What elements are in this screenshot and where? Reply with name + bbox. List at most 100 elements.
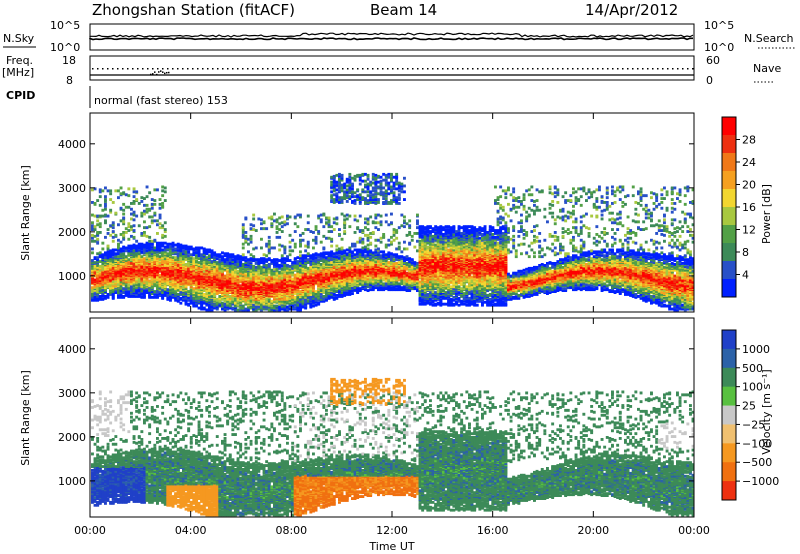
echo-cell	[345, 293, 349, 296]
echo-cell	[301, 301, 305, 305]
echo-cell	[158, 290, 162, 293]
echo-cell	[340, 255, 344, 259]
echo-cell	[299, 242, 302, 246]
echo-cell	[122, 271, 126, 275]
nave-dot	[307, 68, 309, 70]
nave-dot	[547, 68, 549, 70]
echo-cell	[93, 278, 97, 282]
echo-cell	[270, 262, 274, 265]
echo-cell	[330, 284, 334, 288]
echo-cell	[280, 307, 284, 311]
echo-cell	[104, 195, 107, 199]
echo-cell	[252, 294, 256, 297]
echo-cell	[361, 246, 365, 250]
echo-cell	[364, 248, 367, 252]
echo-cell	[143, 272, 146, 276]
echo-cell	[127, 249, 131, 253]
echo-cell	[226, 285, 230, 289]
echo-cell	[171, 249, 175, 253]
nave-dot	[607, 68, 609, 70]
echo-cell	[288, 288, 292, 292]
echo-cell	[270, 272, 274, 276]
echo-cell	[158, 292, 162, 295]
echo-cell	[283, 257, 287, 261]
echo-cell	[174, 243, 178, 247]
echo-cell	[119, 282, 123, 286]
echo-cell	[244, 307, 248, 311]
echo-cell	[143, 226, 146, 230]
echo-cell	[145, 226, 149, 230]
echo-cell	[163, 234, 167, 238]
nave-dot	[117, 68, 119, 70]
echo-cell	[143, 295, 146, 299]
echo-cell	[140, 255, 144, 259]
echo-cell	[364, 183, 367, 187]
echo-cell	[348, 225, 352, 229]
echo-cell	[106, 228, 110, 231]
echo-cell	[184, 287, 188, 291]
echo-cell	[330, 237, 334, 241]
echo-cell	[244, 287, 248, 291]
echo-cell	[132, 284, 136, 288]
echo-cell	[122, 233, 126, 237]
echo-cell	[327, 223, 331, 227]
echo-cell	[273, 260, 276, 263]
nsky-right-tick-bottom: 10^0	[704, 41, 734, 54]
echo-cell	[223, 297, 227, 301]
echo-cell	[101, 214, 105, 218]
nave-dot	[267, 68, 269, 70]
echo-cell	[96, 252, 100, 256]
echo-cell	[104, 251, 107, 255]
echo-cell	[221, 288, 224, 292]
nave-dot	[297, 68, 299, 70]
echo-cell	[200, 306, 204, 310]
echo-cell	[153, 246, 157, 250]
echo-cell	[156, 232, 159, 235]
echo-cell	[223, 258, 227, 262]
echo-cell	[145, 185, 149, 189]
echo-cell	[366, 238, 370, 242]
echo-cell	[330, 258, 334, 262]
echo-cell	[304, 294, 308, 297]
echo-cell	[236, 302, 240, 306]
echo-cell	[293, 303, 297, 307]
nave-dot	[302, 68, 304, 70]
echo-cell	[169, 258, 172, 262]
echo-cell	[257, 304, 261, 308]
echo-cell	[275, 218, 279, 222]
echo-cell	[197, 263, 201, 266]
echo-cell	[91, 213, 94, 217]
echo-cell	[317, 301, 321, 305]
echo-cell	[106, 259, 110, 262]
echo-cell	[163, 221, 167, 225]
echo-cell	[140, 196, 144, 200]
echo-cell	[309, 230, 313, 233]
echo-cell	[137, 288, 141, 292]
echo-cell	[143, 286, 146, 290]
echo-cell	[332, 193, 336, 197]
echo-cell	[114, 248, 118, 252]
echo-cell	[330, 252, 334, 256]
echo-cell	[288, 281, 292, 285]
echo-cell	[135, 286, 139, 290]
echo-cell	[117, 189, 120, 193]
echo-cell	[366, 262, 370, 265]
nave-dot	[452, 68, 454, 70]
echo-cell	[330, 261, 334, 264]
echo-cell	[156, 188, 159, 192]
echo-cell	[145, 267, 149, 271]
echo-cell	[122, 252, 126, 256]
echo-cell	[358, 178, 362, 182]
echo-cell	[130, 217, 133, 221]
echo-cell	[132, 210, 136, 214]
echo-cell	[288, 240, 292, 244]
echo-cell	[293, 230, 297, 233]
echo-cell	[293, 287, 297, 291]
echo-cell	[348, 264, 352, 267]
echo-cell	[301, 254, 305, 258]
echo-cell	[119, 271, 123, 275]
echo-cell	[335, 258, 339, 262]
echo-cell	[169, 269, 172, 273]
echo-cell	[257, 301, 261, 305]
echo-cell	[192, 264, 196, 268]
